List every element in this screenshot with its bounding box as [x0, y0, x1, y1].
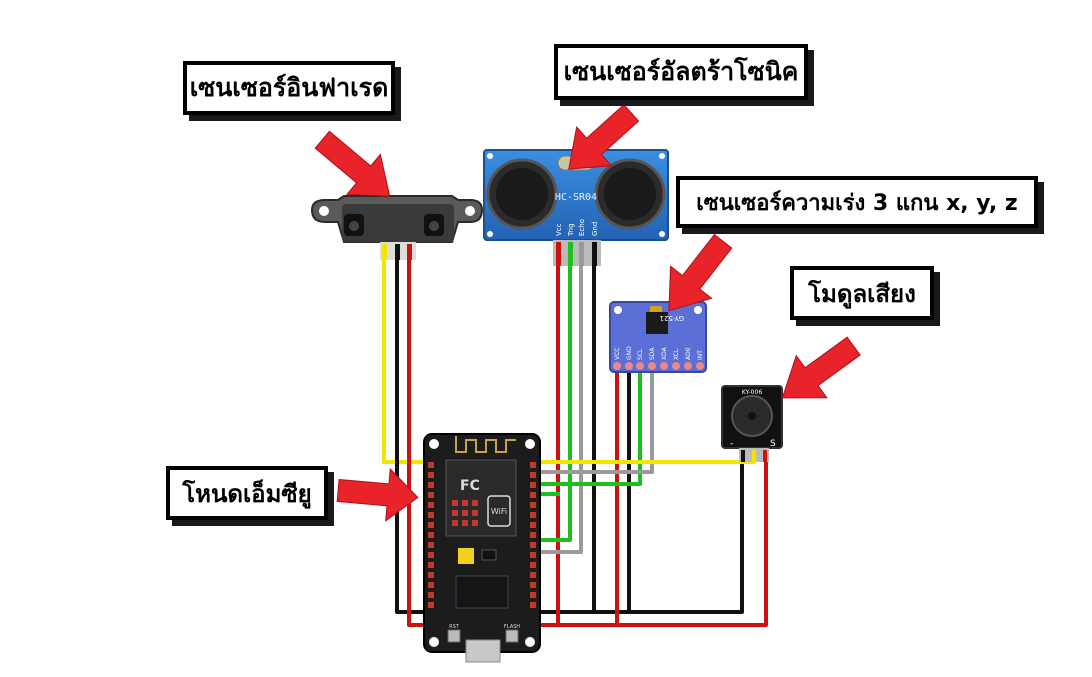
gy521-pin-ad0: AD0	[685, 347, 692, 360]
sound-module: KY-006 - S	[721, 385, 783, 462]
hcsr04-pin-gnd: Gnd	[591, 222, 599, 236]
wires	[382, 258, 768, 627]
gy521-pin-vcc: VCC	[614, 348, 621, 360]
label-ultrasonic-sensor: เซนเซอร์อัลตร้าโซนิค	[554, 44, 808, 100]
gy521-pin-labels: VCC GND SCL SDA XDA XCL AD0 INT	[614, 346, 704, 360]
label-accelerometer: เซนเซอร์ความเร่ง 3 แกน x, y, z	[676, 176, 1038, 228]
gy521-pin-int: INT	[697, 350, 704, 360]
hcsr04-pin-echo: Echo	[578, 219, 586, 236]
nodemcu-flash-text: FLASH	[504, 624, 520, 630]
label-sound-module: โมดูลเสียง	[790, 266, 934, 320]
gy521-pads	[613, 362, 704, 370]
callout-arrows	[314, 104, 861, 522]
arrow-ir-sensor	[314, 130, 391, 197]
nodemcu-rst-text: RST	[449, 624, 460, 630]
ky006-model-text: KY-006	[742, 389, 762, 396]
hcsr04-pin-vcc: Vcc	[555, 223, 563, 236]
gy521-pin-xda: XDA	[661, 346, 668, 360]
label-ir-sensor-text: เซนเซอร์อินฟาเรด	[189, 73, 389, 102]
arrow-nodemcu	[336, 467, 419, 522]
hcsr04-pin-trig: Trig	[567, 223, 575, 237]
wire-imu-scl-green	[536, 370, 642, 486]
wire-ultra-trig-green	[536, 264, 572, 542]
svg-text:-: -	[730, 439, 733, 449]
gy521-pin-sda: SDA	[649, 347, 656, 360]
label-ir-sensor: เซนเซอร์อินฟาเรด	[183, 61, 395, 115]
hcsr04-pin-labels: Vcc Trig Echo Gnd	[555, 219, 599, 237]
nodemcu-right-pins	[530, 462, 536, 608]
hcsr04-model-text: HC-SR04	[555, 192, 597, 203]
wire-imu-sda-gray	[536, 370, 654, 474]
arrow-ultrasonic	[568, 104, 640, 170]
label-accelerometer-text: เซนเซอร์ความเร่ง 3 แกน x, y, z	[696, 190, 1018, 216]
nodemcu-board: FC WiFi RST FLASH	[423, 433, 541, 663]
nodemcu-fc-text: FC	[460, 478, 480, 494]
label-ultrasonic-sensor-text: เซนเซอร์อัลตร้าโซนิค	[563, 57, 799, 86]
wire-ir-yellow	[382, 258, 432, 464]
gy521-pin-xcl: XCL	[673, 348, 680, 360]
label-sound-module-text: โมดูลเสียง	[808, 279, 916, 308]
gy521-pin-scl: SCL	[637, 348, 644, 360]
wire-ultra-echo-gray	[536, 264, 583, 554]
ir-sensor	[310, 195, 484, 260]
gy521-model-text: GY-521	[660, 314, 684, 322]
label-nodemcu: โหนดเอ็มซียู	[166, 466, 328, 520]
arrow-sound-module	[781, 336, 861, 399]
gy521-pin-gnd: GND	[626, 346, 633, 360]
wire-ir-red	[407, 258, 768, 627]
nodemcu-left-pins	[428, 462, 434, 608]
accelerometer-module: GY-521 VCC GND SCL SDA XDA XCL AD0 INT	[609, 301, 707, 373]
svg-text:S: S	[770, 439, 776, 449]
arrow-accelerometer	[668, 233, 733, 312]
nodemcu-wifi-text: WiFi	[491, 507, 507, 516]
wire-ir-black	[395, 258, 744, 614]
label-nodemcu-text: โหนดเอ็มซียู	[182, 479, 312, 508]
